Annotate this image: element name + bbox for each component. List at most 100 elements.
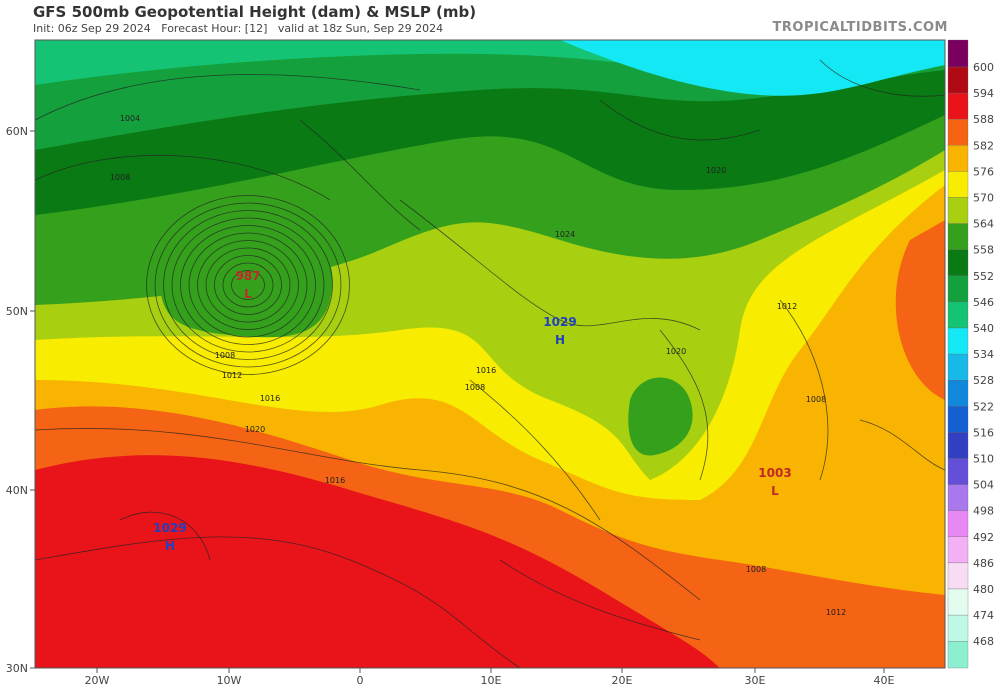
isobar-ring <box>188 232 308 338</box>
isobar-label: 1012 <box>826 608 846 617</box>
isobar-line <box>599 99 761 141</box>
isobar-label: 1020 <box>706 166 726 175</box>
isobar-labels: 1004 1008 1008 1012 1016 1020 1020 1024 1012 1008… <box>110 114 846 617</box>
isobar-label: 1016 <box>476 366 496 375</box>
pressure-value: 1029 <box>543 315 576 329</box>
axes: 60N 50N 40N 30N 20W 10W 0 10E 20E 30E 40E <box>6 125 895 687</box>
isobar-label: 1004 <box>120 114 140 123</box>
colorbar-segment <box>947 353 969 381</box>
map-subtitle: Init: 06z Sep 29 2024 Forecast Hour: [12… <box>33 22 444 35</box>
longitude-label: 20E <box>612 674 633 687</box>
isobar-line <box>35 155 331 201</box>
colorbar-label: 492 <box>973 531 994 544</box>
map-title: GFS 500mb Geopotential Height (dam) & MS… <box>33 3 477 21</box>
brand-watermark: TROPICALTIDBITS.COM <box>772 20 948 35</box>
colorbar-segment <box>947 536 969 564</box>
latitude-label: 40N <box>6 484 28 497</box>
isobar-line <box>299 119 421 231</box>
colorbar-segment <box>947 92 969 120</box>
colorbar: 600 594 588 582 576 570 564 558 552 546 540 534 528 5… <box>947 39 994 669</box>
band-534 <box>560 40 945 96</box>
colorbar-label: 558 <box>973 244 994 257</box>
isobar-line <box>499 559 701 641</box>
map-frame <box>34 39 946 669</box>
low-pressure-symbol: L <box>244 287 252 301</box>
isobar-line <box>35 428 701 601</box>
isobar-ring <box>214 255 282 315</box>
isobar-line <box>859 419 945 471</box>
isobar-ring <box>154 202 342 368</box>
pressure-value: 987 <box>235 269 260 283</box>
band-east-582 <box>902 230 945 390</box>
longitude-label: 40E <box>874 674 895 687</box>
pressure-value: 1003 <box>758 466 791 480</box>
colorbar-segment <box>947 171 969 198</box>
isobar-label: 1020 <box>666 347 686 356</box>
isobar-label: 1008 <box>465 383 485 392</box>
isobar-label: 1016 <box>260 394 280 403</box>
colorbar-label: 528 <box>973 374 994 387</box>
isobar-label: 1008 <box>215 351 235 360</box>
isobar-line <box>469 379 601 521</box>
low-pressure-symbol: L <box>771 484 779 498</box>
colorbar-segment <box>947 197 969 224</box>
colorbar-segment <box>947 39 969 68</box>
colorbar-segment <box>947 380 969 407</box>
colorbar-segment <box>947 614 969 642</box>
colorbar-label: 486 <box>973 557 994 570</box>
colorbar-label: 564 <box>973 218 994 231</box>
colorbar-label: 570 <box>973 192 994 205</box>
colorbar-segment <box>947 484 969 511</box>
pressure-centers: 987 L 1029 H 1003 L 1029 H <box>153 269 791 553</box>
colorbar-label: 522 <box>973 400 994 413</box>
pressure-value: 1029 <box>153 521 186 535</box>
colorbar-segment <box>947 66 969 94</box>
isobar-ring <box>231 270 265 300</box>
longitude-label: 30E <box>745 674 766 687</box>
colorbar-segment <box>947 588 969 616</box>
colorbar-label: 600 <box>973 61 994 74</box>
isobar-ring <box>180 225 316 345</box>
isobar-ring <box>146 195 350 375</box>
colorbar-label: 582 <box>973 139 994 152</box>
longitude-label: 10W <box>217 674 242 687</box>
isobar-ring <box>222 262 274 308</box>
isobar-layer <box>35 59 945 668</box>
longitude-label: 20W <box>85 674 110 687</box>
colorbar-segment <box>947 641 969 669</box>
colorbar-label: 546 <box>973 296 994 309</box>
colorbar-segment <box>947 510 969 537</box>
isobar-line <box>35 74 421 121</box>
isobar-label: 1024 <box>555 230 575 239</box>
colorbar-segment <box>947 145 969 172</box>
colorbar-label: 588 <box>973 113 994 126</box>
colorbar-segment <box>947 432 969 459</box>
colorbar-label: 576 <box>973 165 994 178</box>
colorbar-label: 498 <box>973 505 994 518</box>
isobar-label: 1016 <box>325 476 345 485</box>
isobar-line <box>35 536 521 668</box>
isobar-label: 1012 <box>777 302 797 311</box>
colorbar-label: 468 <box>973 635 994 648</box>
colorbar-label: 540 <box>973 322 994 335</box>
height-fill-layer <box>35 40 945 668</box>
colorbar-segment <box>947 327 969 355</box>
isobar-line <box>119 511 211 561</box>
high-pressure-symbol: H <box>555 333 565 347</box>
isobar-line <box>779 299 829 481</box>
isobar-ring <box>171 217 325 353</box>
isobar-ring <box>163 210 333 360</box>
isobar-label: 1008 <box>110 173 130 182</box>
isobar-label: 1008 <box>746 565 766 574</box>
colorbar-segment <box>947 275 969 303</box>
colorbar-label: 534 <box>973 348 994 361</box>
colorbar-label: 504 <box>973 479 994 492</box>
colorbar-segment <box>947 249 969 276</box>
isobar-line <box>399 199 701 331</box>
longitude-label: 10E <box>481 674 502 687</box>
longitude-label: 0 <box>357 674 364 687</box>
isobar-label: 1012 <box>222 371 242 380</box>
isobar-label: 1008 <box>806 395 826 404</box>
colorbar-segment <box>947 458 969 485</box>
